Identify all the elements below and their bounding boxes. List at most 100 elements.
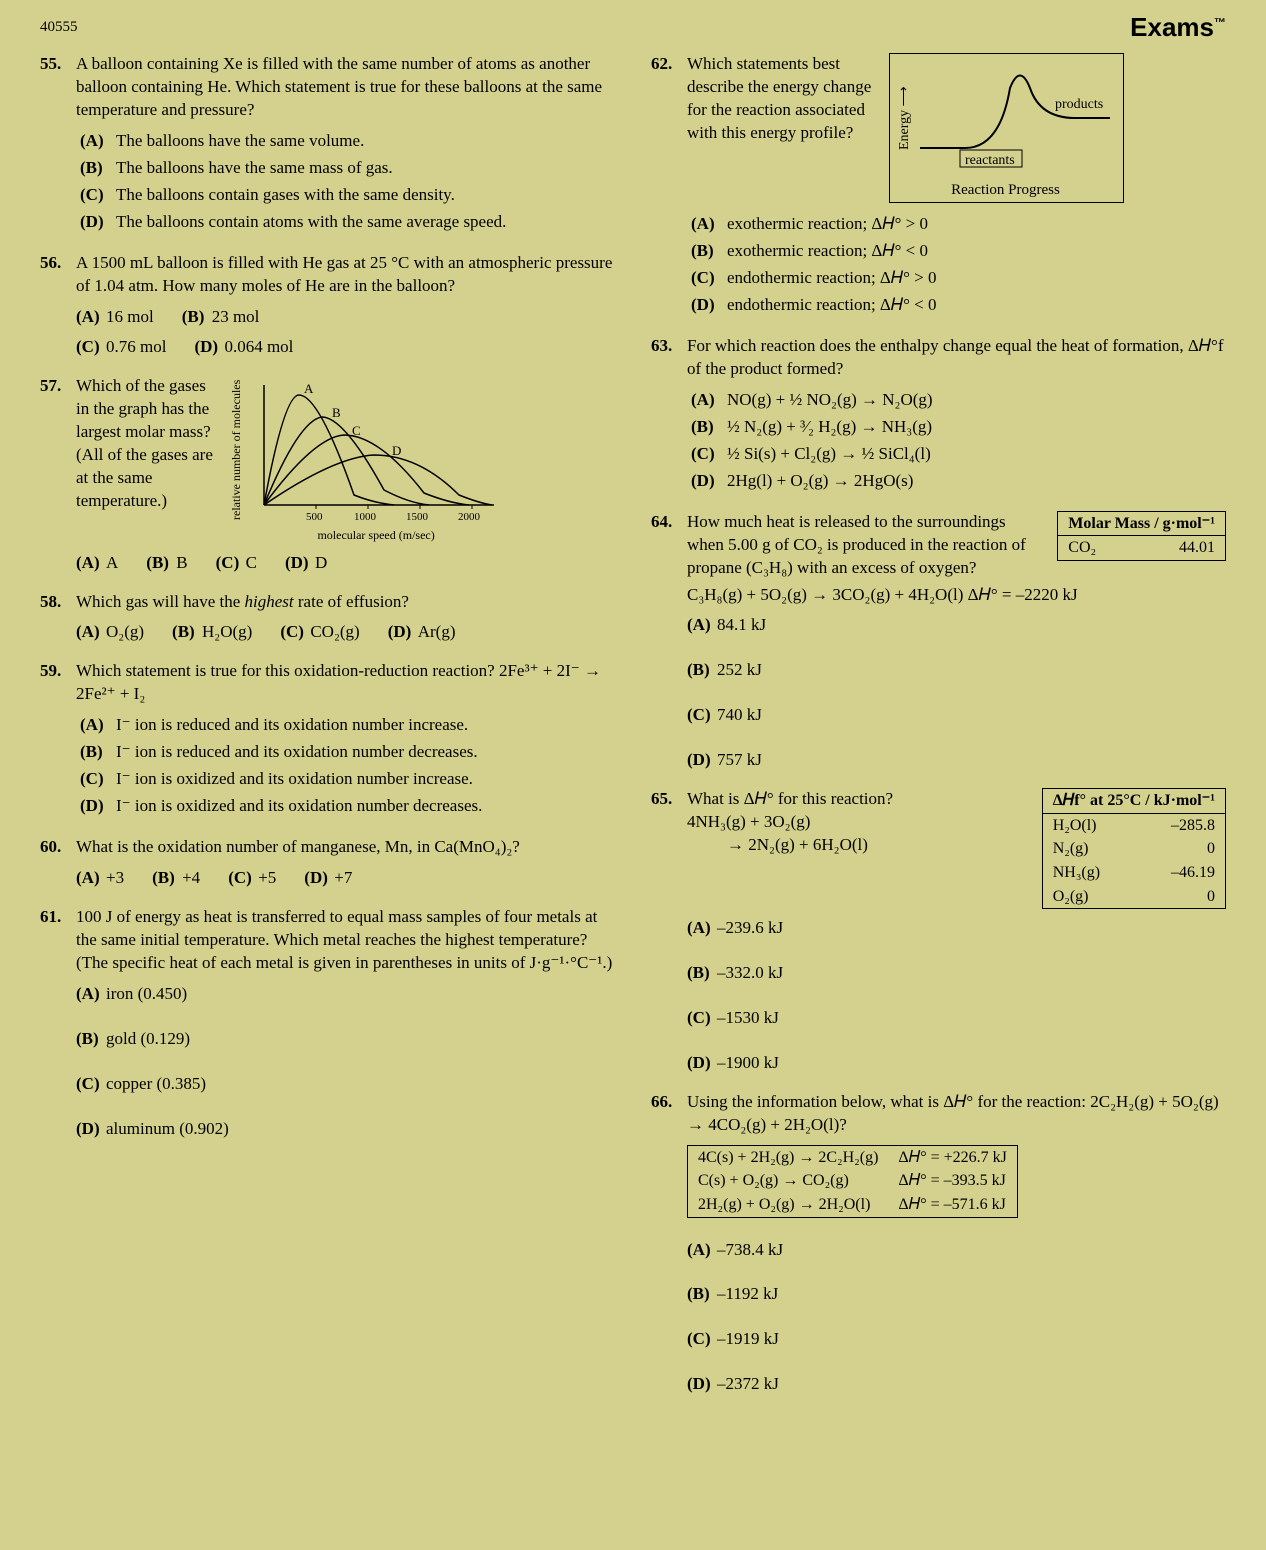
choice-d: (D)The balloons contain atoms with the s… — [80, 211, 615, 234]
question-63: 63. For which reaction does the enthalpy… — [651, 335, 1226, 497]
question-number: 65. — [651, 788, 687, 1077]
question-number: 56. — [40, 252, 76, 362]
choice-c: (C)–1919 kJ — [687, 1328, 946, 1351]
brand-text: Exams — [1130, 12, 1214, 42]
question-number: 66. — [651, 1091, 687, 1398]
question-text: A 1500 mL balloon is filled with He gas … — [76, 252, 615, 298]
molar-mass-table: Molar Mass / g·mol⁻¹ CO₂44.01 — [1057, 511, 1226, 561]
diagram-ylabel: Energy ⟶ — [896, 58, 915, 178]
question-59: 59. Which statement is true for this oxi… — [40, 660, 615, 822]
choice-b: (B)exothermic reaction; Δ𝐻° < 0 — [691, 240, 1226, 263]
choice-d: (D)I⁻ ion is oxidized and its oxidation … — [80, 795, 615, 818]
question-58: 58. Which gas will have the highest rate… — [40, 591, 615, 647]
xtick-1000: 1000 — [354, 511, 377, 523]
choice-b: (B)23 mol — [182, 306, 260, 329]
question-text: Which statement is true for this oxidati… — [76, 660, 615, 706]
choice-c: (C)+5 — [228, 867, 276, 890]
choice-a: (A)84.1 kJ — [687, 614, 946, 637]
choice-b: (B)+4 — [152, 867, 200, 890]
svg-text:A: A — [304, 381, 314, 396]
choice-b: (B)I⁻ ion is reduced and its oxidation n… — [80, 741, 615, 764]
reaction-eq-line1: 4NH₃(g) + 3O₂(g) — [687, 811, 1030, 834]
question-66: 66. Using the information below, what is… — [651, 1091, 1226, 1398]
choice-a: (A)16 mol — [76, 306, 154, 329]
choice-b: (B)½ N₂(g) + ³⁄₂ H₂(g) → NH₃(g) — [691, 416, 1226, 439]
question-text: Which gas will have the highest rate of … — [76, 591, 615, 614]
svg-text:D: D — [392, 443, 401, 458]
question-number: 57. — [40, 375, 76, 576]
question-number: 60. — [40, 836, 76, 892]
question-57: 57. Which of the gases in the graph has … — [40, 375, 615, 576]
choice-a: (A)O₂(g) — [76, 621, 144, 644]
svg-text:C: C — [352, 423, 361, 438]
choice-d: (D)+7 — [304, 867, 352, 890]
choice-d: (D)–1900 kJ — [687, 1052, 946, 1075]
question-56: 56. A 1500 mL balloon is filled with He … — [40, 252, 615, 362]
choice-c: (C)740 kJ — [687, 704, 946, 727]
choice-d: (D)D — [285, 552, 327, 575]
reaction-equation: C₃H₈(g) + 5O₂(g) → 3CO₂(g) + 4H₂O(l) Δ𝐻°… — [687, 584, 1226, 607]
question-text: 100 J of energy as heat is transferred t… — [76, 906, 615, 975]
question-text: For which reaction does the enthalpy cha… — [687, 335, 1226, 381]
graph-svg: A B C D 500 1000 — [244, 375, 504, 525]
question-62: 62. Which statements best describe the e… — [651, 53, 1226, 321]
choice-a: (A)I⁻ ion is reduced and its oxidation n… — [80, 714, 615, 737]
choice-b: (B)252 kJ — [687, 659, 946, 682]
right-column: 62. Which statements best describe the e… — [651, 53, 1226, 1412]
choice-b: (B)–1192 kJ — [687, 1283, 946, 1306]
reaction-eq-line2: → 2N₂(g) + 6H₂O(l) — [687, 834, 1030, 857]
question-text: Which of the gases in the graph has the … — [76, 375, 216, 513]
question-text: How much heat is released to the surroun… — [687, 511, 1045, 580]
brand: Exams™ — [1130, 10, 1226, 45]
choice-c: (C)½ Si(s) + Cl₂(g) → ½ SiCl₄(l) — [691, 443, 1226, 466]
speed-distribution-graph: relative number of molecules A B C D — [228, 375, 504, 543]
choice-a: (A)+3 — [76, 867, 124, 890]
choice-b: (B)The balloons have the same mass of ga… — [80, 157, 615, 180]
question-65: 65. What is Δ𝐻° for this reaction? 4NH₃(… — [651, 788, 1226, 1077]
hess-law-table: 4C(s) + 2H₂(g) → 2C₂H₂(g)Δ𝐻° = +226.7 kJ… — [687, 1145, 1018, 1218]
choice-c: (C)copper (0.385) — [76, 1073, 335, 1096]
xtick-1500: 1500 — [406, 511, 429, 523]
question-number: 62. — [651, 53, 687, 321]
choice-a: (A)The balloons have the same volume. — [80, 130, 615, 153]
svg-text:B: B — [332, 405, 341, 420]
question-text: What is the oxidation number of manganes… — [76, 836, 615, 859]
choice-b: (B)H₂O(g) — [172, 621, 252, 644]
choice-b: (B)B — [146, 552, 187, 575]
left-column: 55. A balloon containing Xe is filled wi… — [40, 53, 615, 1412]
choice-d: (D)aluminum (0.902) — [76, 1118, 335, 1141]
choice-c: (C)C — [216, 552, 257, 575]
choice-a: (A)iron (0.450) — [76, 983, 335, 1006]
choice-d: (D)endothermic reaction; Δ𝐻° < 0 — [691, 294, 1226, 317]
question-number: 64. — [651, 511, 687, 775]
xtick-2000: 2000 — [458, 511, 481, 523]
page-number: 40555 — [40, 17, 78, 37]
choice-a: (A)NO(g) + ½ NO₂(g) → N₂O(g) — [691, 389, 1226, 412]
question-text: What is Δ𝐻° for this reaction? — [687, 788, 1030, 811]
choice-a: (A)–738.4 kJ — [687, 1239, 946, 1262]
reactants-label: reactants — [965, 153, 1015, 168]
energy-svg: reactants products — [915, 58, 1115, 178]
choice-a: (A)exothermic reaction; Δ𝐻° > 0 — [691, 213, 1226, 236]
choice-a: (A)–239.6 kJ — [687, 917, 946, 940]
choice-d: (D)Ar(g) — [388, 621, 456, 644]
question-60: 60. What is the oxidation number of mang… — [40, 836, 615, 892]
choice-c: (C)I⁻ ion is oxidized and its oxidation … — [80, 768, 615, 791]
energy-profile-diagram: Energy ⟶ reactants products Reaction Pro… — [889, 53, 1124, 203]
choice-c: (C)0.76 mol — [76, 336, 166, 359]
question-number: 61. — [40, 906, 76, 1143]
question-text: Using the information below, what is Δ𝐻°… — [687, 1091, 1226, 1137]
question-number: 58. — [40, 591, 76, 647]
choice-c: (C)The balloons contain gases with the s… — [80, 184, 615, 207]
choice-c: (C)CO₂(g) — [280, 621, 359, 644]
enthalpy-table: Δ𝐻f° at 25°C / kJ·mol⁻¹ H₂O(l)–285.8 N₂(… — [1042, 788, 1226, 909]
question-64: 64. How much heat is released to the sur… — [651, 511, 1226, 775]
choice-b: (B)–332.0 kJ — [687, 962, 946, 985]
products-label: products — [1055, 97, 1103, 112]
question-number: 59. — [40, 660, 76, 822]
graph-ylabel: relative number of molecules — [228, 375, 244, 525]
question-61: 61. 100 J of energy as heat is transferr… — [40, 906, 615, 1143]
choice-c: (C)–1530 kJ — [687, 1007, 946, 1030]
choice-d: (D)0.064 mol — [194, 336, 293, 359]
question-text: A balloon containing Xe is filled with t… — [76, 53, 615, 122]
